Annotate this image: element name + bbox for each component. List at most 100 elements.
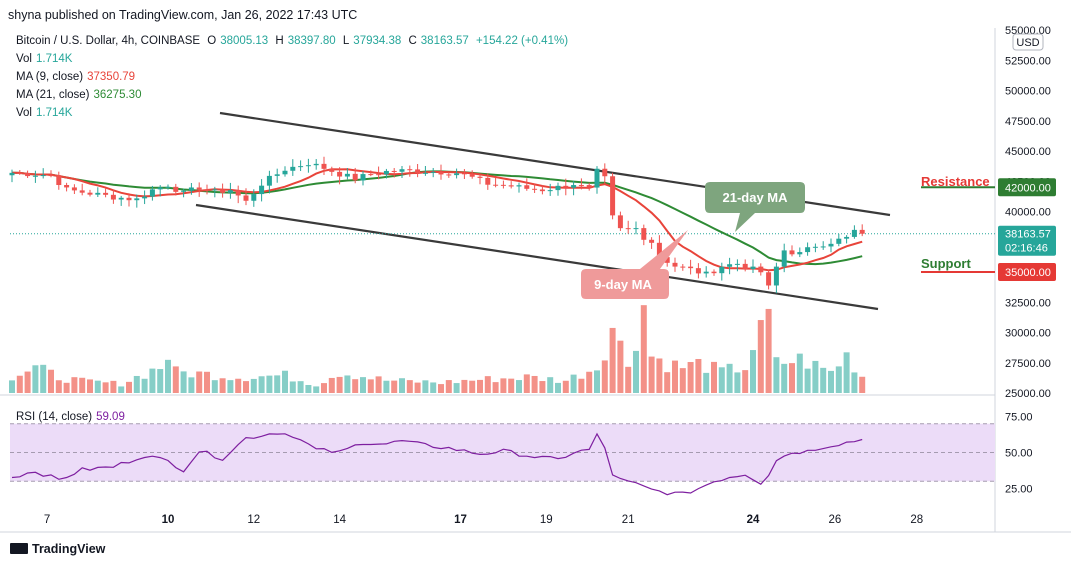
volume-bar [141,378,148,393]
candle-body [422,172,428,174]
volume-bar [508,378,515,393]
candle-body [290,166,296,171]
ma21-callout [705,182,805,232]
candle-body [415,169,421,173]
volume-bar [196,371,203,393]
candle-body [196,187,202,190]
volume-bar [438,384,444,393]
volume-bar [250,378,257,393]
volume-bar [609,327,616,393]
volume-bar [469,380,476,393]
ma9-callout [581,230,688,299]
tradingview-logo[interactable]: TradingView [10,542,105,556]
currency-button[interactable] [1012,33,1044,51]
volume-bar [40,364,47,393]
ma9-legend[interactable]: MA (9, close) 37350.79 [16,71,136,83]
volume-bar [211,380,218,393]
price-tick-label: 27500.00 [1005,358,1051,370]
candle-body [407,169,413,171]
volume-bar [555,382,561,393]
volume-bar [617,340,624,393]
candle-body [485,177,491,185]
open-value: O 38005.13 [207,35,269,47]
time-tick-label: 28 [910,514,923,526]
volume-bar [625,366,632,393]
volume-bar [32,365,39,393]
rsi-legend[interactable]: RSI (14, close) 59.09 [16,411,125,423]
volume-bar [781,363,788,393]
volume-bar [305,384,312,393]
candle-body [500,184,506,186]
candle-body [9,172,15,176]
volume-bar [352,379,359,393]
rsi-line[interactable] [11,432,863,496]
candle-body [851,229,857,237]
volume-bar [235,378,242,393]
candle-body [95,192,101,195]
volume-bar [711,361,717,393]
candle-body [820,246,826,248]
candle-body [40,175,46,177]
volume-bar [157,369,164,393]
candle-body [812,246,818,248]
symbol-legend: Bitcoin / U.S. Dollar, 4h, COINBASE O 380… [16,35,572,47]
volume-bar [687,362,694,393]
volume-bar [523,374,530,393]
currency-label[interactable]: USD [1016,37,1039,49]
candle-body [680,266,686,268]
volume-bar [360,377,366,393]
candle-body [571,185,577,188]
volume-bar [227,380,234,393]
candle-body [313,163,319,166]
candle-body [446,174,452,176]
candle-body [555,185,561,191]
candle-body [235,190,241,196]
volume-bar [492,382,499,393]
volume-bar [149,368,156,393]
volume-bar [430,382,437,393]
volume-bar [562,380,569,393]
candle-body [844,236,850,239]
volume-bar [328,377,335,393]
candle-body [110,194,116,200]
ma21-legend[interactable]: MA (21, close) 36275.30 [16,89,142,101]
volume-bar [118,386,125,393]
candle-body [298,166,304,168]
volume-bar [664,372,671,393]
candle-body [578,185,584,187]
volume-bar [336,376,343,393]
volume-bar [71,377,78,393]
ma9-callout-label: 9-day MA [594,277,652,292]
volume-bar [547,377,554,393]
volume-legend[interactable]: Vol 1.714K [16,53,73,65]
volume-bar [406,380,413,393]
volume-bar [375,376,382,393]
candle-body [524,185,530,189]
publisher-line: shyna published on TradingView.com, Jan … [8,8,358,22]
resistance-price-tag [998,178,1056,197]
time-tick-label: 7 [44,514,50,526]
volume-bar [133,375,140,393]
volume-legend-2[interactable]: Vol 1.714K [16,107,73,119]
candle-body [368,174,374,176]
channel-lower-line[interactable] [195,203,879,311]
resistance-label: Resistance [921,174,990,189]
volume-bar [87,379,93,393]
volume-bar [703,372,710,393]
volume-bar [750,350,756,393]
candle-body [32,175,38,177]
volume-bar [851,372,858,393]
candle-body [539,189,545,192]
support-label: Support [921,256,971,271]
support-price-tag [998,263,1056,281]
candle-body [703,271,709,274]
volume-bar [570,374,577,393]
candle-body [547,190,553,192]
volume-bar [828,370,834,393]
symbol-name[interactable]: Bitcoin / U.S. Dollar, 4h, COINBASE [16,35,201,47]
volume-bar [274,375,281,393]
volume-bar [734,372,741,393]
candle-body [493,184,499,186]
volume-bar [79,377,86,393]
